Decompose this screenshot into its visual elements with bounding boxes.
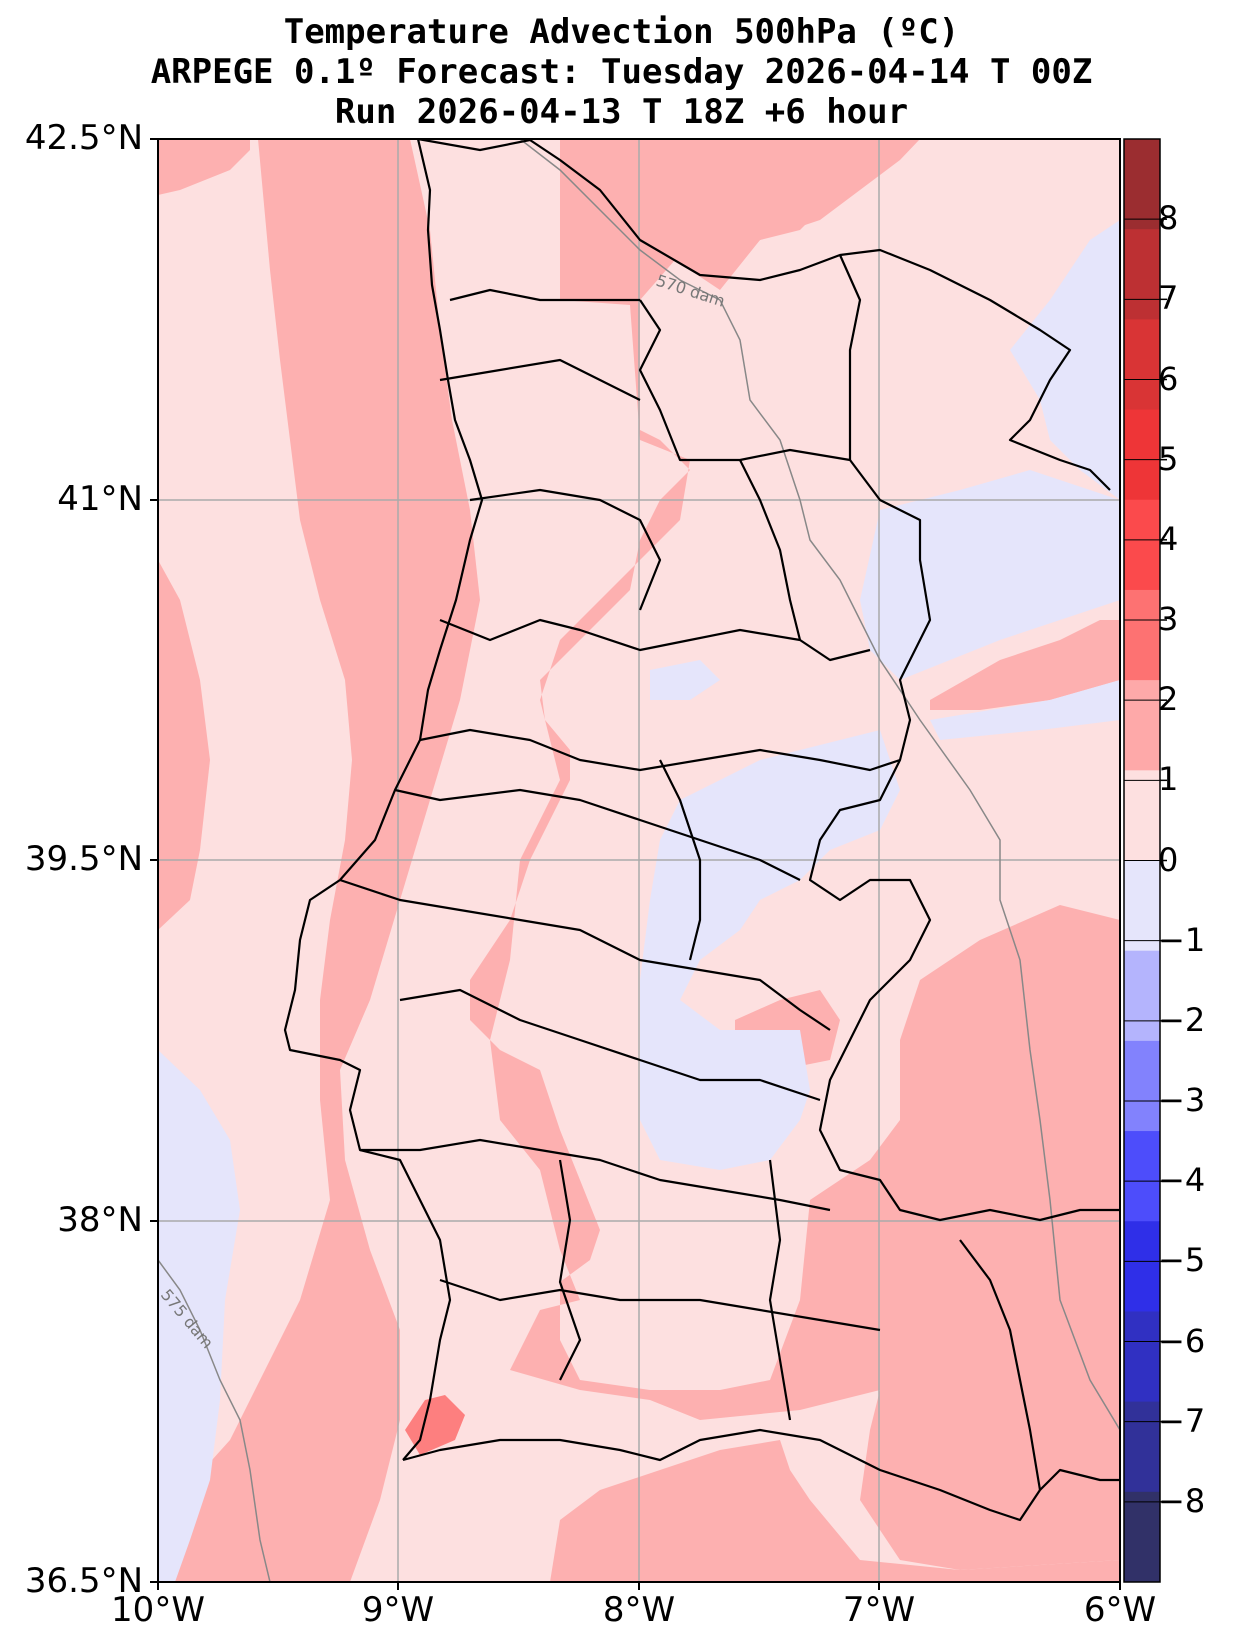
- field-neg-central: [640, 730, 900, 1170]
- district-line-2: [439, 358, 641, 401]
- title-line-2: ARPEGE 0.1º Forecast: Tuesday 2026-04-14…: [150, 52, 1093, 92]
- colorbar-segment: [1124, 1221, 1160, 1312]
- colorbar-segment: [1124, 950, 1160, 1042]
- colorbar-tick-label: −1: [1158, 920, 1206, 959]
- district-line-3: [469, 488, 662, 611]
- colorbar-tick-label: −6: [1158, 1321, 1206, 1360]
- contour-570: [519, 139, 1120, 1431]
- district-line-7: [339, 878, 831, 1031]
- axis-ticks: [150, 138, 1121, 1590]
- district-line-15: [838, 254, 862, 460]
- colorbar-tick-label: 5: [1158, 439, 1179, 478]
- colorbar-tick-label: 4: [1158, 519, 1179, 558]
- contour-575: [158, 1259, 271, 1582]
- lon-label-7w: 7°W: [842, 1590, 916, 1630]
- district-line-12: [768, 1159, 792, 1421]
- district-line-8: [399, 988, 821, 1102]
- colorbar-segment: [1124, 1401, 1160, 1493]
- lat-label-42-5: 42.5°N: [24, 118, 143, 158]
- colorbar-tick-label: 2: [1158, 680, 1179, 719]
- portugal-spain-border: [638, 299, 1120, 1222]
- field-neg-ne: [1010, 220, 1120, 500]
- colorbar-segment: [1124, 680, 1160, 771]
- district-line-13: [959, 1239, 1042, 1491]
- colorbar-tick-label: 7: [1158, 279, 1179, 318]
- district-line-14: [739, 459, 802, 641]
- colorbar: [1123, 138, 1167, 1583]
- district-line-11: [558, 1159, 582, 1381]
- lat-label-41: 41°N: [57, 479, 143, 519]
- lat-label-38: 38°N: [57, 1200, 143, 1240]
- colorbar-segment: [1124, 1491, 1160, 1583]
- colorbar-tick-label: 0: [1158, 840, 1179, 879]
- field-pos-1-2-farwest: [158, 560, 210, 930]
- colorbar-segment: [1124, 229, 1160, 320]
- district-line-6: [394, 788, 801, 881]
- district-line-4: [439, 618, 871, 662]
- graticule: [158, 139, 1120, 1582]
- lon-label-8w: 8°W: [602, 1590, 676, 1630]
- lon-label-10w: 10°W: [111, 1590, 205, 1630]
- field-neg-east: [860, 470, 1120, 680]
- colorbar-segment: [1124, 1311, 1160, 1403]
- title-line-1: Temperature Advection 500hPa (ºC): [283, 12, 960, 52]
- colorbar-segment: [1124, 770, 1160, 861]
- colorbar-tick-label: 6: [1158, 359, 1179, 398]
- district-line-5: [419, 728, 901, 772]
- south-coast: [402, 1428, 1120, 1522]
- lat-label-39-5: 39.5°N: [24, 839, 143, 879]
- colorbar-segment: [1124, 589, 1160, 681]
- colorbar-segment: [1124, 139, 1160, 230]
- field-pos-1-2-north: [560, 139, 920, 280]
- colorbar-tick-label: 1: [1158, 760, 1179, 799]
- borders: [283, 139, 1120, 1522]
- colorbar-tick-label: −3: [1158, 1081, 1206, 1119]
- colorbar-tick-label: −4: [1158, 1161, 1206, 1200]
- title-line-3: Run 2026-04-13 T 18Z +6 hour: [334, 92, 909, 132]
- colorbar-segment: [1124, 409, 1160, 501]
- field-pos-1-2-ne: [930, 620, 1120, 710]
- colorbar-segment: [1124, 499, 1160, 591]
- coastline: [283, 139, 484, 1461]
- district-line-1: [449, 288, 640, 302]
- colorbar-segment: [1124, 1131, 1160, 1222]
- geopotential-contours: [158, 139, 1120, 1582]
- district-line-9: [360, 1138, 831, 1212]
- colorbar-tick-label: −2: [1158, 1000, 1206, 1039]
- field-neg-sw: [158, 1050, 240, 1582]
- colorbar-segment: [1124, 860, 1160, 952]
- colorbar-segment: [1124, 1040, 1160, 1132]
- colorbar-segment: [1124, 319, 1160, 411]
- lon-label-6w: 6°W: [1083, 1590, 1157, 1630]
- colorbar-tick-label: −7: [1158, 1401, 1206, 1440]
- spain-border-north: [417, 139, 1111, 491]
- district-line-16: [659, 759, 702, 961]
- colorbar-tick-label: 8: [1158, 199, 1179, 238]
- lat-label-36-5: 36.5°N: [24, 1561, 143, 1601]
- colorbar-tick-label: 3: [1158, 600, 1179, 638]
- district-line-10: [439, 1278, 881, 1332]
- lon-label-9w: 9°W: [361, 1590, 435, 1630]
- field-neg-small: [650, 660, 720, 700]
- colorbar-tick-label: −5: [1158, 1241, 1206, 1280]
- field-pos-1-2-nw: [158, 139, 250, 195]
- colorbar-tick-label: −8: [1158, 1481, 1206, 1520]
- field-neg-east2: [930, 680, 1120, 740]
